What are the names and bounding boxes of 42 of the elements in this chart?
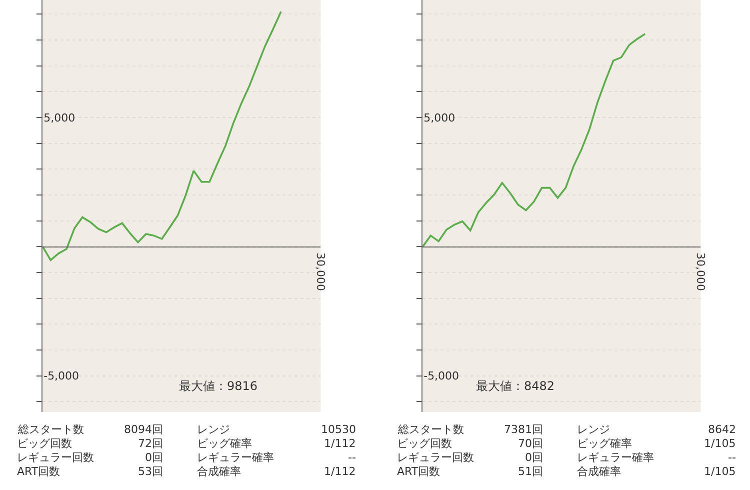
text: -- — [348, 451, 356, 464]
text: レギュラー確率 — [577, 451, 654, 464]
text: ビッグ回数 — [397, 437, 452, 450]
y-tick-label: -5,000 — [424, 370, 460, 383]
text: 7381回 — [504, 423, 543, 436]
line-series — [422, 32, 646, 248]
text: レンジ — [577, 423, 610, 436]
text: レギュラー確率 — [197, 451, 274, 464]
text: 1/105 — [704, 465, 736, 478]
text: 0回 — [525, 451, 543, 464]
text: ART回数 — [397, 465, 440, 478]
text: 8094回 — [124, 423, 163, 436]
text: 51回 — [518, 465, 543, 478]
text: 合成確率 — [197, 465, 241, 478]
text: 1/112 — [324, 437, 356, 450]
text: 10530 — [321, 423, 356, 436]
y-tick-label: 5,000 — [44, 111, 76, 124]
text: 53回 — [138, 465, 163, 478]
text: ビッグ確率 — [577, 437, 632, 450]
annotation: 30,000 — [314, 252, 327, 291]
text: ART回数 — [17, 465, 60, 478]
line-series — [42, 10, 282, 262]
text: 8642 — [708, 423, 736, 436]
text: 総スタート数 — [397, 423, 464, 436]
text: 0回 — [145, 451, 163, 464]
annotation: 30,000 — [694, 252, 707, 291]
text: 1/112 — [324, 465, 356, 478]
annotation: 最大値：8482 — [476, 379, 555, 393]
text: 1/105 — [704, 437, 736, 450]
text: 合成確率 — [577, 465, 621, 478]
text: レギュラー回数 — [17, 451, 94, 464]
annotation: 最大値：9816 — [179, 379, 258, 393]
text: -- — [728, 451, 736, 464]
text: ビッグ確率 — [197, 437, 252, 450]
text: 72回 — [138, 437, 163, 450]
text: レギュラー回数 — [397, 451, 474, 464]
y-tick-label: -5,000 — [44, 370, 80, 383]
text: 70回 — [518, 437, 543, 450]
text: レンジ — [197, 423, 230, 436]
text: 総スタート数 — [17, 423, 84, 436]
y-tick-label: 5,000 — [424, 111, 456, 124]
text: ビッグ回数 — [17, 437, 72, 450]
